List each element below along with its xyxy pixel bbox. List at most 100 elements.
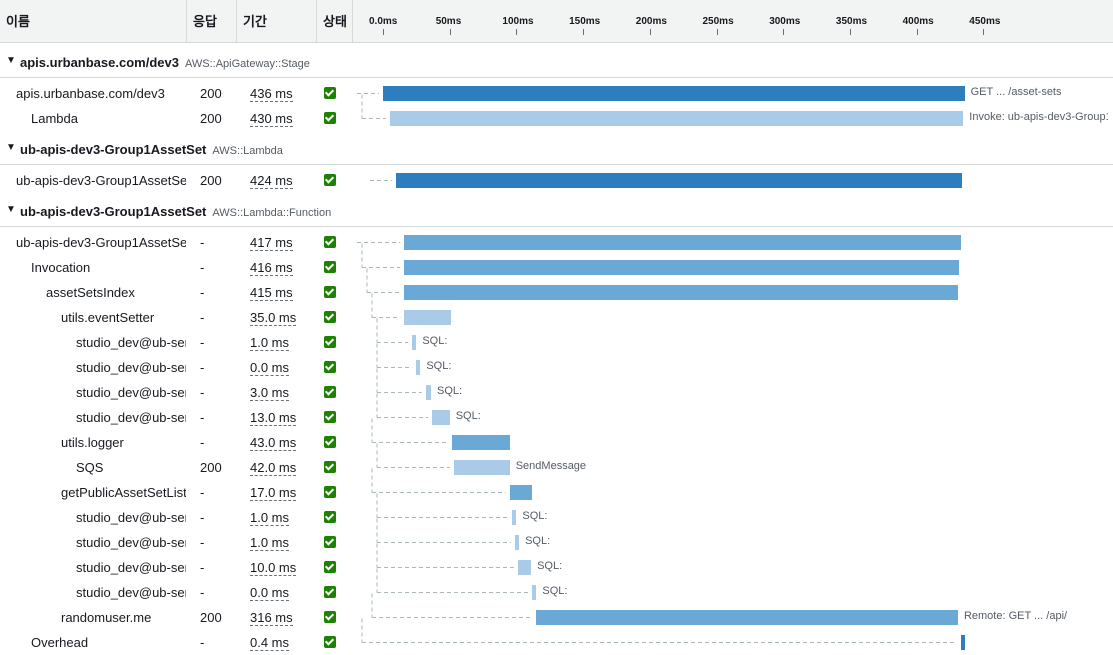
trace-span-row[interactable]: assetSetsIndex - 415 ms	[0, 280, 1113, 305]
span-response: -	[200, 410, 205, 425]
trace-span-row[interactable]: randomuser.me 200 316 ms Remote: GET ... /a…	[0, 605, 1113, 630]
span-name: Overhead	[31, 635, 89, 650]
timeline-bar[interactable]	[404, 235, 961, 250]
span-response: -	[200, 260, 205, 275]
service-group-name: ub-apis-dev3-Group1AssetSet AWS::Lambda::…	[20, 204, 331, 219]
timeline-bar[interactable]	[515, 535, 520, 550]
caret-down-icon[interactable]: ▼	[6, 55, 16, 66]
timeline-bar[interactable]	[396, 173, 962, 188]
checkmark-icon	[324, 511, 335, 521]
checkmark-icon	[324, 174, 335, 184]
trace-span-row[interactable]: SQS 200 42.0 ms SendMessage	[0, 455, 1113, 480]
timeline-bar-label: SQL:	[537, 560, 563, 572]
service-group-header[interactable]: ▼ ub-apis-dev3-Group1AssetSet AWS::Lambda	[0, 135, 1113, 165]
span-name: getPublicAssetSetList	[61, 485, 186, 500]
checkmark-icon	[324, 461, 335, 471]
trace-span-row[interactable]: studio_dev@ub-server- 0.0 ms SQL:	[0, 355, 1113, 380]
span-response: -	[200, 485, 205, 500]
timeline-bar-label: SQL:	[542, 585, 568, 597]
trace-span-row[interactable]: ub-apis-dev3-Group1AssetSet - 417 ms	[0, 230, 1113, 255]
timeline-bar[interactable]	[509, 485, 533, 500]
trace-span-row[interactable]: studio_dev@ub-server- 1.0 ms SQL:	[0, 505, 1113, 530]
trace-span-row[interactable]: ub-apis-dev3-Group1AssetSet 200 424 ms	[0, 168, 1113, 193]
span-response: -	[200, 585, 205, 600]
timeline-bar[interactable]	[453, 460, 510, 475]
checkmark-icon	[324, 336, 335, 346]
status-ok-icon	[324, 236, 336, 248]
timeline-bar[interactable]	[404, 260, 960, 275]
column-header-response[interactable]: 응답	[187, 0, 237, 43]
trace-span-row[interactable]: studio_dev@ub-server- 13.0 ms SQL:	[0, 405, 1113, 430]
timeline-bar[interactable]	[412, 335, 417, 350]
timeline-tick-label: 350ms	[835, 16, 868, 27]
trace-span-row[interactable]: studio_dev@ub-server- 10.0 ms SQL:	[0, 555, 1113, 580]
column-header-name[interactable]: 이름	[0, 0, 187, 43]
timeline-bar[interactable]	[416, 360, 421, 375]
trace-span-row[interactable]: studio_dev@ub-server- 3.0 ms SQL:	[0, 380, 1113, 405]
service-group-type: AWS::Lambda::Function	[212, 207, 332, 219]
span-duration: 1.0 ms	[250, 335, 290, 351]
span-response: 200	[200, 610, 222, 625]
trace-span-row[interactable]: Overhead - 0.4 ms	[0, 630, 1113, 655]
status-ok-icon	[324, 561, 336, 573]
trace-span-row[interactable]: studio_dev@ub-server- 1.0 ms SQL:	[0, 530, 1113, 555]
span-duration: 424 ms	[250, 173, 293, 189]
caret-down-icon[interactable]: ▼	[6, 204, 16, 215]
span-response: -	[200, 560, 205, 575]
timeline-bar[interactable]	[432, 410, 450, 425]
status-ok-icon	[324, 636, 336, 648]
status-ok-icon	[324, 511, 336, 523]
service-group-header[interactable]: ▼ ub-apis-dev3-Group1AssetSet AWS::Lambda:…	[0, 197, 1113, 227]
checkmark-icon	[324, 361, 335, 371]
timeline-bar-label: Remote: GET ... /api/	[963, 610, 1068, 622]
span-duration: 436 ms	[250, 86, 293, 102]
timeline-bar-label: SendMessage	[515, 460, 587, 472]
trace-span-row[interactable]: studio_dev@ub-server- 1.0 ms SQL:	[0, 330, 1113, 355]
timeline-bar[interactable]	[404, 310, 452, 325]
span-name: studio_dev@ub-server	[76, 510, 186, 525]
span-duration: 13.0 ms	[250, 410, 297, 426]
trace-span-row[interactable]: apis.urbanbase.com/dev3 200 436 ms GET ... …	[0, 81, 1113, 106]
timeline-bar[interactable]	[517, 560, 532, 575]
span-name: randomuser.me	[61, 610, 152, 625]
column-header-status[interactable]: 상태	[317, 0, 353, 43]
span-name: studio_dev@ub-server	[76, 410, 186, 425]
span-duration: 0.0 ms	[250, 585, 290, 601]
checkmark-icon	[324, 386, 335, 396]
status-ok-icon	[324, 87, 336, 99]
timeline-tick-label: 50ms	[435, 16, 462, 27]
trace-span-row[interactable]: getPublicAssetSetList - 17.0 ms	[0, 480, 1113, 505]
timeline-tick-label: 150ms	[569, 16, 601, 27]
timeline-bar[interactable]	[960, 635, 966, 650]
span-response: 200	[200, 460, 222, 475]
timeline-bar[interactable]	[452, 435, 510, 450]
column-header-duration[interactable]: 기간	[237, 0, 317, 43]
checkmark-icon	[324, 261, 335, 271]
timeline-bar[interactable]	[383, 86, 965, 101]
timeline-bar[interactable]	[389, 111, 964, 126]
span-duration: 43.0 ms	[250, 435, 297, 451]
span-response: -	[200, 310, 205, 325]
timeline-bar[interactable]	[532, 585, 537, 600]
trace-span-row[interactable]: studio_dev@ub-server- 0.0 ms SQL:	[0, 580, 1113, 605]
timeline-bar[interactable]	[404, 285, 958, 300]
timeline-bar[interactable]	[425, 385, 432, 400]
span-response: 200	[200, 86, 222, 101]
span-duration: 35.0 ms	[250, 310, 297, 326]
timeline-bar-label: SQL:	[426, 360, 452, 372]
service-group-name: ub-apis-dev3-Group1AssetSet AWS::Lambda	[20, 142, 283, 157]
timeline-bar[interactable]	[512, 510, 517, 525]
service-group-type: AWS::ApiGateway::Stage	[184, 58, 310, 70]
trace-span-row[interactable]: utils.logger - 43.0 ms	[0, 430, 1113, 455]
service-group-header[interactable]: ▼ apis.urbanbase.com/dev3 AWS::ApiGateway:…	[0, 48, 1113, 78]
span-name: SQS	[76, 460, 104, 475]
trace-span-row[interactable]: utils.eventSetter - 35.0 ms	[0, 305, 1113, 330]
timeline-bar[interactable]	[536, 610, 958, 625]
span-response: -	[200, 535, 205, 550]
caret-down-icon[interactable]: ▼	[6, 142, 16, 153]
trace-span-row[interactable]: Invocation - 416 ms	[0, 255, 1113, 280]
checkmark-icon	[324, 586, 335, 596]
trace-span-row[interactable]: Lambda 200 430 ms Invoke: ub-apis-dev3-Grou…	[0, 106, 1113, 131]
span-name: ub-apis-dev3-Group1AssetSet	[16, 235, 186, 250]
checkmark-icon	[324, 436, 335, 446]
